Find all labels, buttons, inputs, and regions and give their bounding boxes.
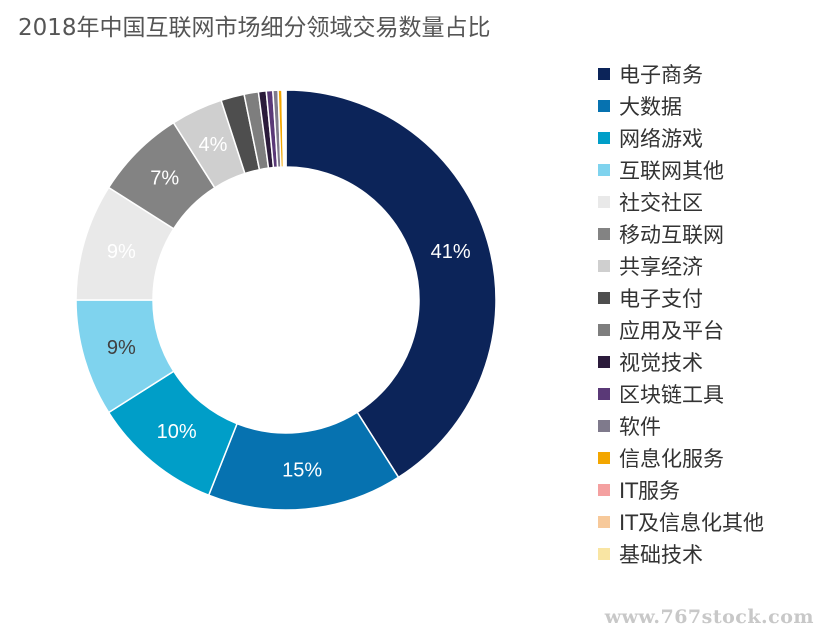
legend-swatch-11	[598, 420, 610, 432]
legend-swatch-15	[598, 548, 610, 560]
slice-label-2: 10%	[157, 421, 197, 443]
legend-label-5: 移动互联网	[619, 223, 724, 247]
legend-label-10: 区块链工具	[619, 383, 724, 407]
legend-label-6: 共享经济	[619, 255, 703, 279]
legend-item-7: 电子支付	[598, 282, 764, 314]
chart-legend: 电子商务大数据网络游戏互联网其他社交社区移动互联网共享经济电子支付应用及平台视觉…	[598, 58, 764, 570]
donut-slice-15	[283, 89, 287, 168]
legend-swatch-14	[598, 516, 610, 528]
legend-item-11: 软件	[598, 410, 764, 442]
legend-item-13: IT服务	[598, 474, 764, 506]
legend-swatch-7	[598, 292, 610, 304]
chart-title: 2018年中国互联网市场细分领域交易数量占比	[18, 15, 491, 41]
legend-swatch-0	[598, 68, 610, 80]
legend-swatch-9	[598, 356, 610, 368]
legend-label-15: 基础技术	[619, 543, 703, 567]
legend-item-3: 互联网其他	[598, 154, 764, 186]
legend-swatch-4	[598, 196, 610, 208]
legend-swatch-6	[598, 260, 610, 272]
legend-item-0: 电子商务	[598, 58, 764, 90]
legend-swatch-3	[598, 164, 610, 176]
legend-item-4: 社交社区	[598, 186, 764, 218]
legend-label-11: 软件	[619, 415, 661, 439]
legend-item-8: 应用及平台	[598, 314, 764, 346]
legend-label-0: 电子商务	[619, 63, 703, 87]
slice-label-4: 9%	[107, 241, 136, 263]
legend-label-1: 大数据	[619, 95, 682, 119]
legend-item-5: 移动互联网	[598, 218, 764, 250]
legend-label-2: 网络游戏	[619, 127, 703, 151]
slice-label-0: 41%	[431, 241, 471, 263]
donut-chart: 41% 15% 10% 9% 9% 7% 4%	[75, 89, 497, 511]
legend-item-1: 大数据	[598, 90, 764, 122]
legend-label-8: 应用及平台	[619, 319, 724, 343]
legend-swatch-1	[598, 100, 610, 112]
legend-label-13: IT服务	[619, 479, 681, 503]
legend-swatch-12	[598, 452, 610, 464]
legend-item-9: 视觉技术	[598, 346, 764, 378]
legend-label-7: 电子支付	[619, 287, 703, 311]
legend-swatch-2	[598, 132, 610, 144]
legend-label-14: IT及信息化其他	[619, 511, 765, 535]
legend-label-9: 视觉技术	[619, 351, 703, 375]
legend-item-12: 信息化服务	[598, 442, 764, 474]
slice-label-6: 4%	[199, 134, 228, 156]
legend-item-15: 基础技术	[598, 538, 764, 570]
slice-label-3: 9%	[107, 337, 136, 359]
legend-label-12: 信息化服务	[619, 447, 724, 471]
donut-slice-0	[285, 89, 497, 479]
legend-item-14: IT及信息化其他	[598, 506, 764, 538]
slice-label-5: 7%	[150, 168, 179, 190]
slice-label-1: 15%	[282, 460, 322, 482]
legend-item-10: 区块链工具	[598, 378, 764, 410]
legend-swatch-5	[598, 228, 610, 240]
legend-swatch-10	[598, 388, 610, 400]
legend-swatch-8	[598, 324, 610, 336]
legend-label-3: 互联网其他	[619, 159, 724, 183]
watermark: www.767stock.com	[604, 606, 814, 628]
legend-item-2: 网络游戏	[598, 122, 764, 154]
legend-label-4: 社交社区	[619, 191, 703, 215]
legend-item-6: 共享经济	[598, 250, 764, 282]
legend-swatch-13	[598, 484, 610, 496]
